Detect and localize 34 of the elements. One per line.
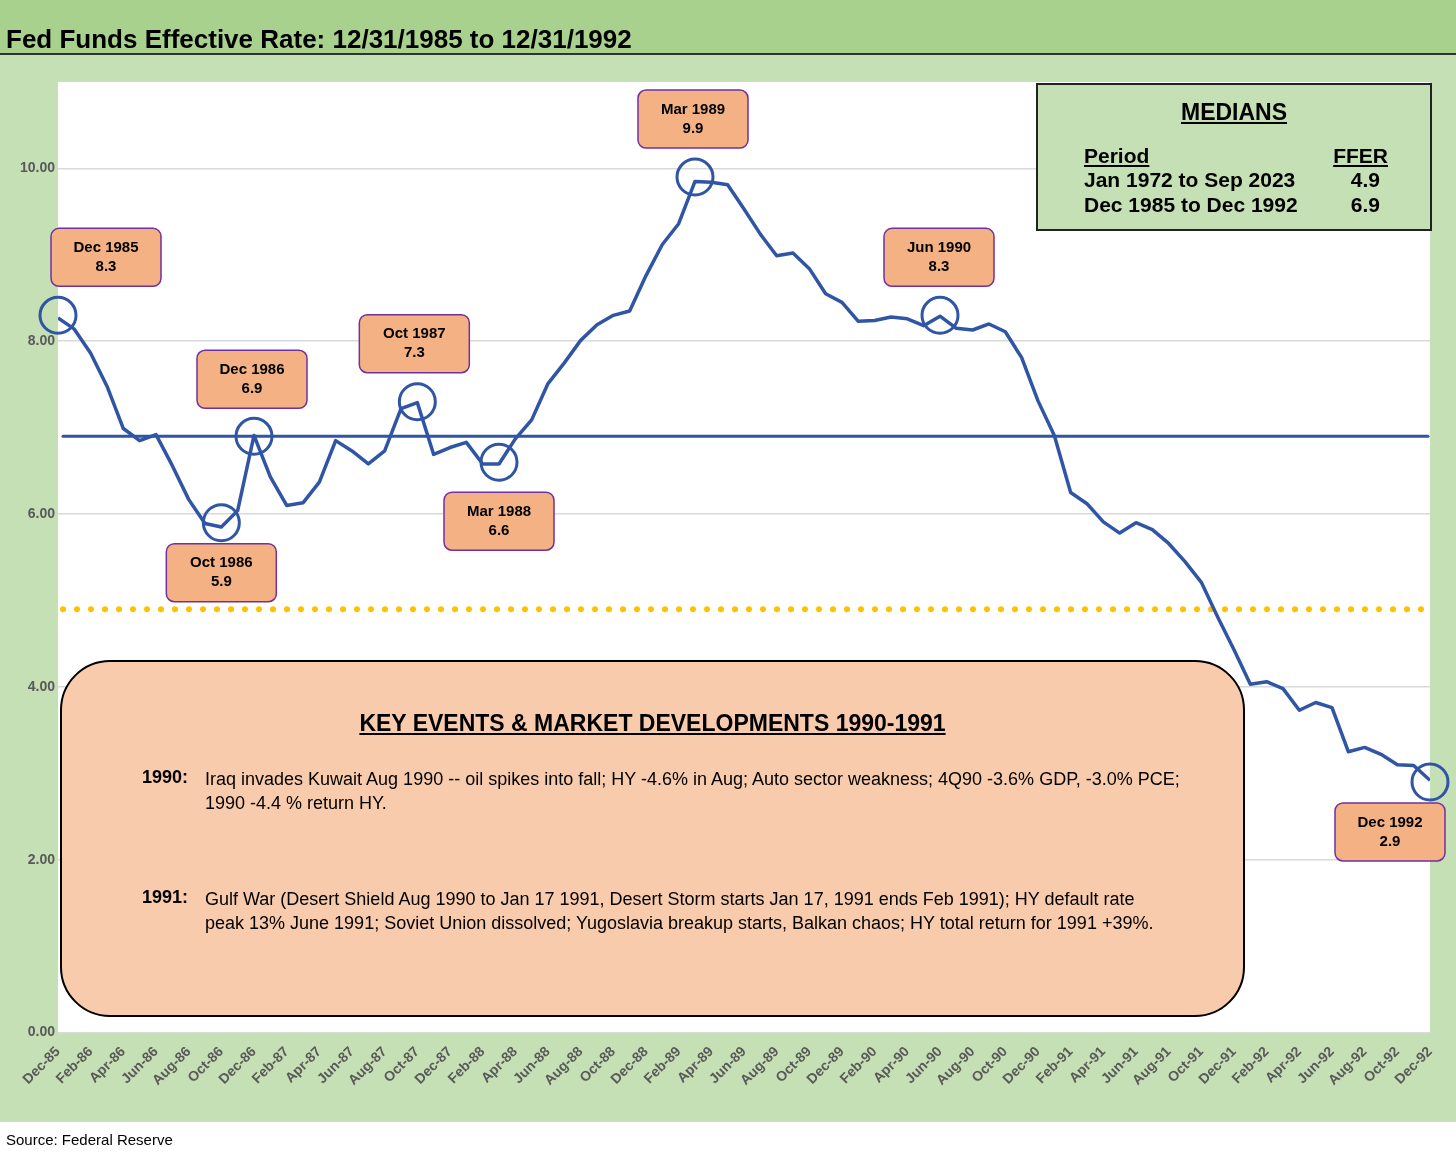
annotation: Oct 1987 7.3 [383, 324, 446, 361]
y-tick-label: 0.00 [27, 1023, 56, 1040]
annotation: FFER [1333, 144, 1388, 168]
annotation: Gulf War (Desert Shield Aug 1990 to Jan 17 1991, Desert Storm starts Jan 17, 1991 ends Feb 1991); HY default rate peak 13% June 1991; Soviet Union dissolved; Yugoslavia breakup starts, Balkan chaos; HY total return for 1991 +39%. [205, 888, 1155, 935]
y-tick-label: 8.00 [27, 332, 56, 349]
point [234, 416, 274, 456]
annotation: Mar 1989 9.9 [660, 99, 726, 136]
annotation: Dec 1992 2.9 [1357, 812, 1423, 849]
point [920, 295, 960, 335]
y-tick-label: 2.00 [27, 850, 56, 867]
annotation: Iraq invades Kuwait Aug 1990 -- oil spikes into fall; HY -4.6% in Aug; Auto sector weakness; 4Q90 -3.6% GDP, -3.0% PCE; 1990 -4.4 % return HY. [205, 768, 1181, 815]
annotation: Oct 1986 5.9 [190, 553, 253, 590]
annotation: Jun 1990 8.3 [906, 237, 972, 274]
annotation: 6.9 [1350, 193, 1380, 217]
point [397, 382, 437, 422]
annotation: 4.9 [1350, 168, 1380, 192]
annotation: Dec 1985 8.3 [73, 237, 139, 274]
annotation: Dec 1985 to Dec 1992 [1084, 193, 1298, 217]
point [38, 295, 78, 335]
annotation: Jan 1972 to Sep 2023 [1084, 168, 1296, 192]
annotation: KEY EVENTS & MARKET DEVELOPMENTS 1990-1991 [358, 710, 947, 737]
y-tick-label: 6.00 [27, 504, 56, 521]
y-tick-label: 4.00 [27, 677, 56, 694]
annotation: 1991: [142, 887, 189, 908]
annotation: MEDIANS [1179, 99, 1289, 126]
point [1410, 762, 1450, 802]
annotation: Dec 1986 6.9 [219, 359, 285, 396]
point [479, 442, 519, 482]
annotation: Mar 1988 6.6 [466, 501, 532, 538]
annotation: 1990: [142, 767, 189, 788]
y-tick-label: 10.00 [19, 159, 56, 176]
annotation: Period [1084, 144, 1150, 168]
source-note: Source: Federal Reserve [6, 1131, 173, 1148]
chart-title: Fed Funds Effective Rate: 12/31/1985 to 12/31/1992 [6, 24, 632, 55]
